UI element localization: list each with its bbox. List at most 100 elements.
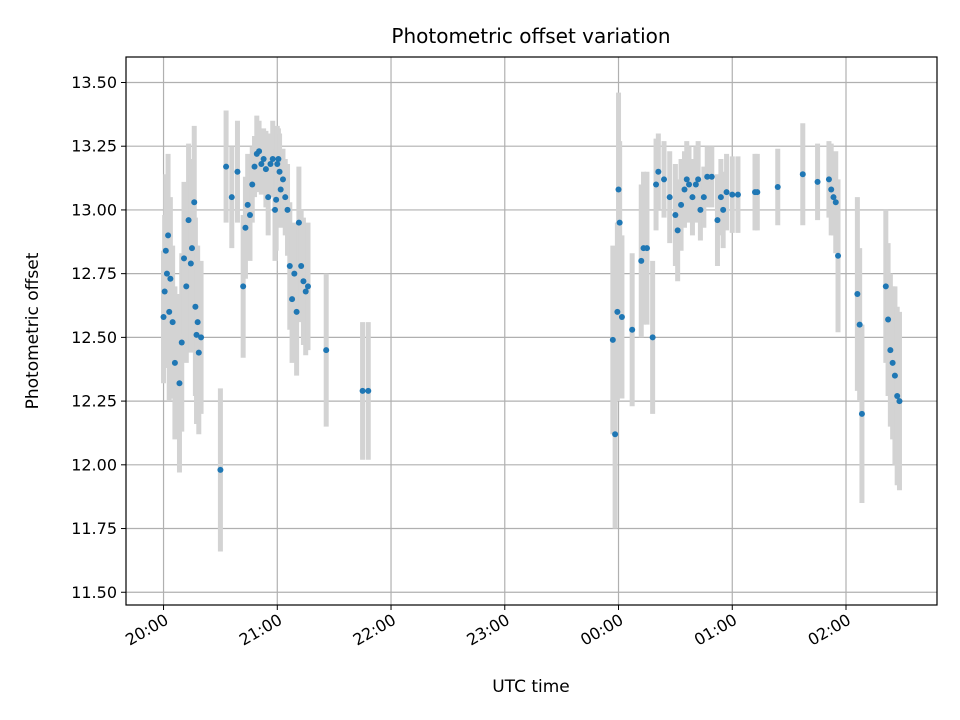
- data-point: [616, 219, 623, 226]
- data-point: [289, 296, 296, 303]
- data-point: [858, 410, 865, 417]
- data-point: [181, 255, 188, 262]
- y-tick-label: 13.50: [71, 73, 117, 92]
- data-point: [729, 191, 736, 198]
- data-point: [891, 372, 898, 379]
- data-point: [217, 466, 224, 473]
- data-point: [854, 291, 861, 298]
- y-tick-label: 11.50: [71, 583, 117, 602]
- data-point: [260, 155, 267, 162]
- data-point: [882, 283, 889, 290]
- data-point: [653, 181, 660, 188]
- data-point: [614, 308, 621, 315]
- data-point: [160, 313, 167, 320]
- data-point: [169, 319, 176, 326]
- data-point: [194, 319, 201, 326]
- data-point: [262, 166, 269, 173]
- data-point: [274, 161, 281, 168]
- y-tick-label: 12.00: [71, 455, 117, 474]
- data-point: [183, 283, 190, 290]
- data-point: [267, 161, 274, 168]
- data-point: [799, 171, 806, 178]
- data-point: [885, 316, 892, 323]
- data-point: [612, 431, 619, 438]
- data-point: [692, 181, 699, 188]
- data-point: [165, 232, 172, 239]
- data-point: [228, 194, 235, 201]
- data-point: [717, 194, 724, 201]
- data-point: [856, 321, 863, 328]
- data-point: [643, 245, 650, 252]
- data-point: [234, 168, 241, 175]
- data-point: [681, 186, 688, 193]
- data-point: [298, 263, 305, 270]
- data-point: [683, 176, 690, 183]
- data-point: [689, 194, 696, 201]
- data-point: [887, 347, 894, 354]
- data-point: [835, 252, 842, 259]
- data-point: [167, 275, 174, 282]
- data-point: [825, 176, 832, 183]
- data-point: [246, 212, 253, 219]
- data-point: [163, 270, 170, 277]
- y-tick-label: 13.25: [71, 137, 117, 156]
- data-point: [708, 173, 715, 180]
- data-point: [697, 206, 704, 213]
- data-point: [774, 183, 781, 190]
- data-point: [828, 186, 835, 193]
- y-axis-label: Photometric offset: [23, 252, 43, 409]
- data-point: [276, 168, 283, 175]
- data-point: [277, 186, 284, 193]
- data-point: [734, 191, 741, 198]
- data-point: [244, 201, 251, 208]
- data-point: [188, 245, 195, 252]
- data-point: [256, 148, 263, 155]
- data-point: [672, 212, 679, 219]
- data-point: [686, 181, 693, 188]
- y-tick-label: 12.75: [71, 264, 117, 283]
- data-point: [185, 217, 192, 224]
- data-point: [272, 206, 279, 213]
- data-point: [265, 194, 272, 201]
- data-point: [629, 326, 636, 333]
- data-point: [700, 194, 707, 201]
- data-point: [723, 189, 730, 196]
- data-point: [649, 334, 656, 341]
- data-point: [714, 217, 721, 224]
- data-point: [176, 380, 183, 387]
- data-point: [365, 387, 372, 394]
- data-point: [674, 227, 681, 234]
- data-points: [160, 148, 903, 473]
- data-point: [240, 283, 247, 290]
- data-point: [223, 163, 230, 170]
- data-point: [830, 194, 837, 201]
- data-point: [193, 331, 200, 338]
- data-point: [195, 349, 202, 356]
- data-point: [896, 398, 903, 405]
- data-point: [889, 359, 896, 366]
- data-point: [251, 163, 258, 170]
- data-point: [754, 189, 761, 196]
- x-axis-label: UTC time: [492, 677, 570, 697]
- y-tick-label: 11.75: [71, 519, 117, 538]
- data-point: [242, 224, 249, 231]
- data-point: [618, 313, 625, 320]
- data-point: [615, 186, 622, 193]
- data-point: [609, 336, 616, 343]
- y-axis: 11.50 11.75 12.00 12.25 12.50 12.75 13.00 13.25…: [71, 73, 126, 602]
- data-point: [198, 334, 205, 341]
- data-point: [161, 288, 168, 295]
- data-point: [304, 283, 311, 290]
- data-point: [720, 206, 727, 213]
- data-point: [302, 288, 309, 295]
- data-point: [832, 199, 839, 206]
- data-point: [166, 308, 173, 315]
- data-point: [695, 176, 702, 183]
- data-point: [661, 176, 668, 183]
- y-tick-label: 12.50: [71, 328, 117, 347]
- data-point: [269, 155, 276, 162]
- data-point: [323, 347, 330, 354]
- plot-frame: [125, 56, 938, 606]
